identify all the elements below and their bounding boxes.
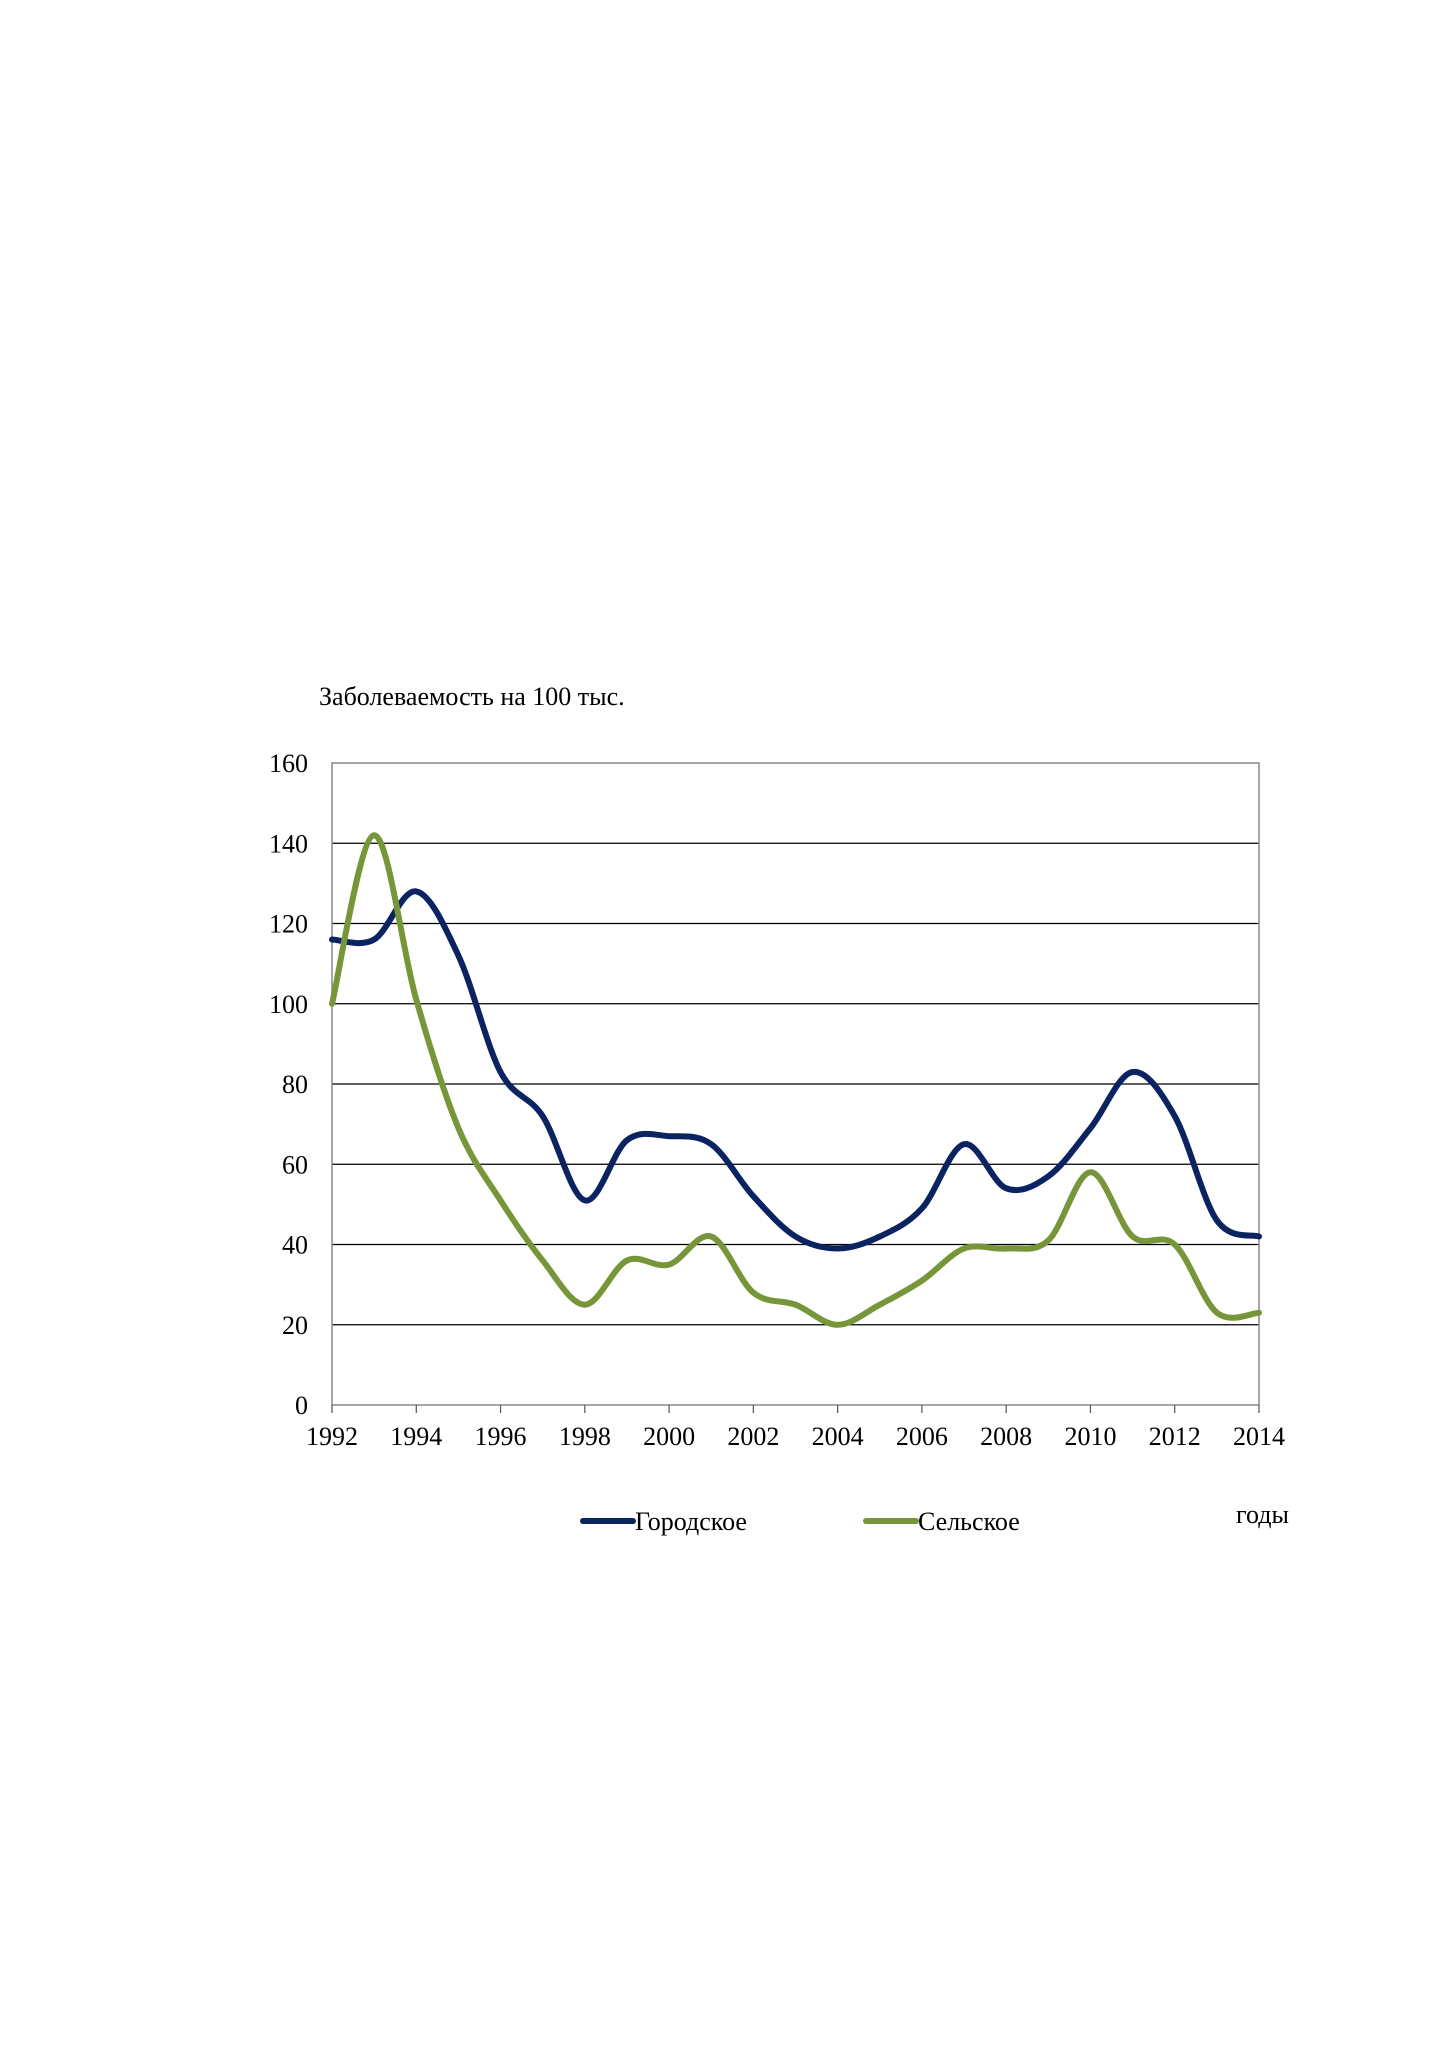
y-tick-label: 140	[269, 829, 308, 858]
x-tick-label: 2012	[1149, 1422, 1201, 1451]
legend-label: Городское	[635, 1507, 747, 1536]
x-tick-label: 2006	[896, 1422, 948, 1451]
x-tick-label: 1996	[475, 1422, 527, 1451]
series-line-rural	[329, 832, 1262, 1328]
y-tick-label: 40	[282, 1231, 308, 1260]
series-line-urban	[329, 888, 1262, 1252]
x-tick-label: 2004	[812, 1422, 864, 1451]
y-axis-title: Заболеваемость на 100 тыс.	[319, 682, 625, 711]
y-tick-label: 0	[295, 1391, 308, 1420]
legend: Городское Сельское	[580, 1507, 1020, 1536]
y-tick-labels: 0 20 40 60 80 100 120 140 160	[269, 749, 308, 1420]
y-tick-label: 100	[269, 990, 308, 1019]
x-axis-title: годы	[1236, 1500, 1289, 1529]
grid-lines	[332, 842, 1259, 1326]
x-tick-label: 2008	[980, 1422, 1032, 1451]
plot-area	[331, 762, 1260, 1406]
y-tick-label: 80	[282, 1070, 308, 1099]
y-tick-label: 120	[269, 910, 308, 939]
x-tick-label: 2000	[643, 1422, 695, 1451]
y-tick-label: 160	[269, 749, 308, 778]
series-lines	[329, 832, 1262, 1328]
x-tick-label: 2002	[727, 1422, 779, 1451]
x-tick-label: 1998	[559, 1422, 611, 1451]
legend-label: Сельское	[918, 1507, 1020, 1536]
x-tick-label: 1994	[390, 1422, 442, 1451]
y-tick-label: 60	[282, 1150, 308, 1179]
x-tick-label: 1992	[306, 1422, 358, 1451]
x-tick-label: 2014	[1233, 1422, 1285, 1451]
x-tick-label: 2010	[1064, 1422, 1116, 1451]
y-tick-label: 20	[282, 1311, 308, 1340]
x-tick-labels: 1992 1994 1996 1998 2000 2002 2004 2006 2008 2010…	[306, 1405, 1285, 1451]
